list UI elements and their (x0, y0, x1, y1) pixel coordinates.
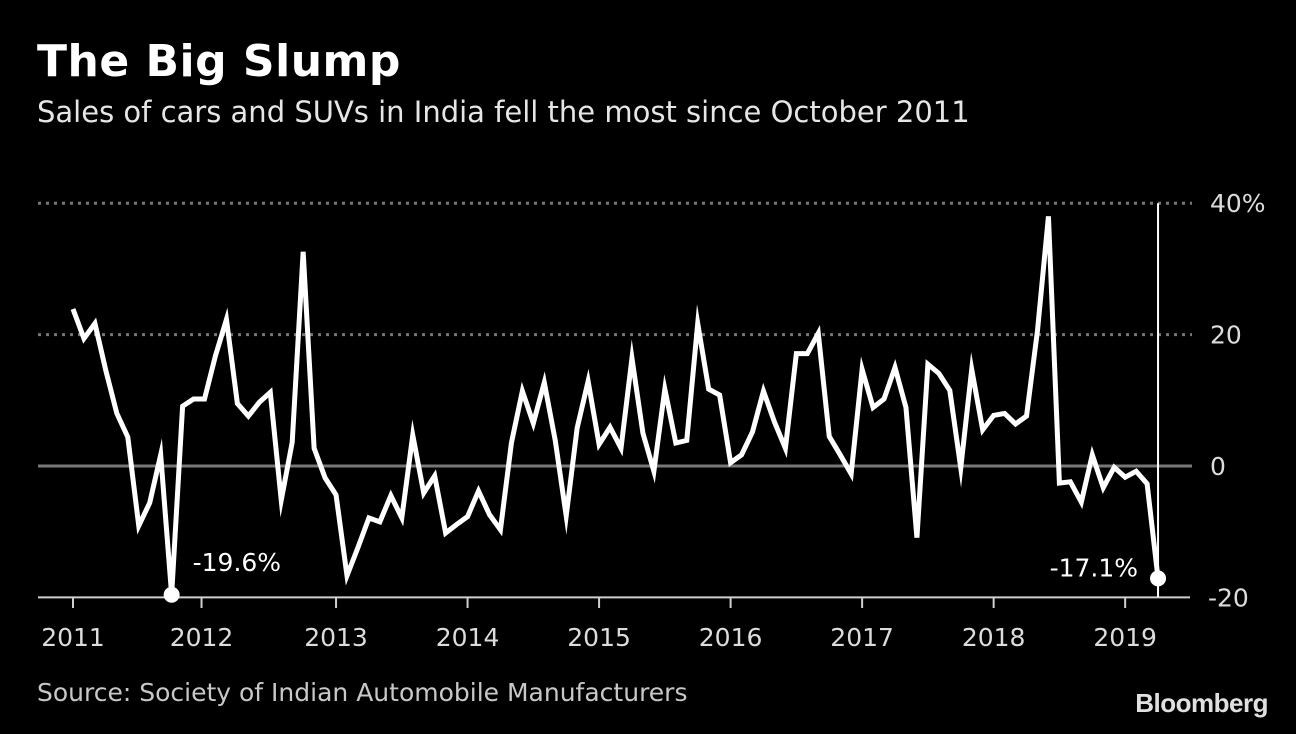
x-tick-label: 2015 (567, 623, 631, 652)
annotation-dot (1150, 570, 1167, 587)
y-tick-label: 20 (1210, 321, 1242, 350)
x-tick-label: 2017 (830, 623, 894, 652)
y-tick-label: -20 (1208, 583, 1249, 612)
chart-title: The Big Slump (37, 36, 401, 87)
series-line (70, 216, 1161, 595)
x-tick-label: 2013 (304, 623, 368, 652)
x-tick-label: 2012 (170, 623, 234, 652)
bloomberg-logo: Bloomberg (1135, 688, 1268, 718)
annotation-label: -17.1% (1050, 553, 1138, 582)
y-tick-label: 40% (1210, 189, 1266, 218)
annotation-label: -19.6% (193, 548, 281, 577)
x-tick-label: 2011 (41, 623, 105, 652)
x-tick-label: 2019 (1093, 623, 1157, 652)
x-tick-label: 2016 (699, 623, 763, 652)
x-tick-label: 2014 (436, 623, 500, 652)
annotation-dot (163, 586, 180, 603)
x-tick-label: 2018 (962, 623, 1026, 652)
chart-subtitle: Sales of cars and SUVs in India fell the… (37, 95, 970, 129)
source-note: Source: Society of Indian Automobile Man… (37, 678, 688, 707)
y-tick-label: 0 (1210, 452, 1226, 481)
